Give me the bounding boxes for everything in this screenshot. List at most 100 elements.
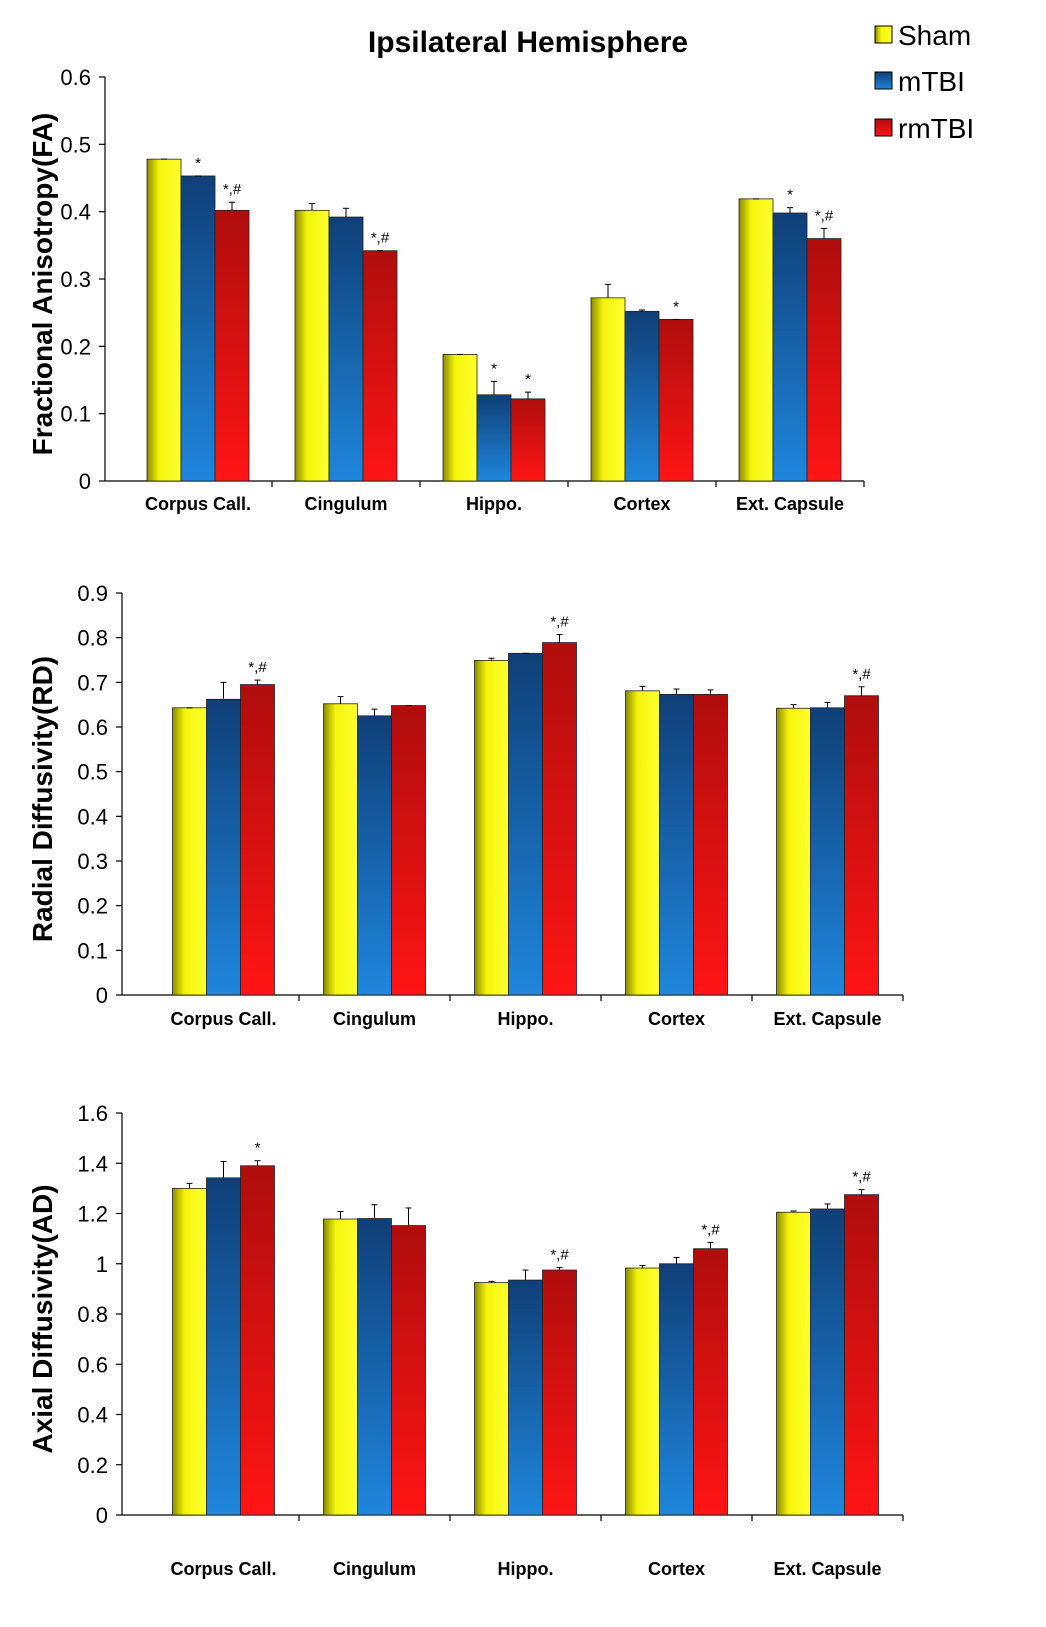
y-tick-label: 0.8 — [77, 1302, 108, 1327]
x-tick-label: Ext. Capsule — [773, 1559, 881, 1579]
significance-label: * — [195, 155, 201, 172]
significance-label: * — [255, 1140, 261, 1157]
y-tick-label: 0.2 — [77, 1453, 108, 1478]
y-tick-label: 1.4 — [77, 1151, 108, 1176]
bar-rmtbi-cingulum — [391, 705, 426, 996]
y-tick-label: 0.1 — [60, 402, 91, 427]
legend: Sham mTBI rmTBI — [874, 20, 974, 144]
y-tick-label: 0.6 — [60, 65, 91, 90]
x-tick-label: Hippo. — [498, 1009, 554, 1029]
bar-mtbi-corpus-call — [206, 1177, 241, 1516]
bar-sham-cortex — [590, 297, 626, 482]
significance-label: *,# — [223, 181, 242, 198]
y-tick-label: 0.6 — [77, 715, 108, 740]
y-tick-label: 0.2 — [77, 894, 108, 919]
bar-mtbi-corpus-call — [180, 175, 216, 482]
legend-swatch-mtbi — [874, 71, 893, 90]
bar-rmtbi-cingulum — [362, 250, 398, 482]
y-tick-label: 1.6 — [77, 1101, 108, 1126]
bar-sham-ext-capsule — [776, 1211, 811, 1516]
bar-rmtbi-ext-capsule — [844, 1194, 879, 1516]
bar-sham-corpus-call — [172, 707, 207, 996]
significance-label: *,# — [815, 208, 834, 225]
x-tick-label: Ext. Capsule — [773, 1009, 881, 1029]
bar-mtbi-cortex — [659, 693, 694, 996]
legend-swatch-sham — [874, 25, 893, 44]
y-tick-label: 0.1 — [77, 938, 108, 963]
bar-sham-ext-capsule — [738, 198, 774, 482]
bar-mtbi-hippo — [508, 652, 543, 996]
bar-sham-cortex — [625, 690, 660, 996]
y-tick-label: 0.4 — [77, 804, 108, 829]
significance-label: *,# — [248, 659, 267, 676]
significance-label: *,# — [550, 614, 569, 631]
significance-label: *,# — [371, 230, 390, 247]
legend-label-mtbi: mTBI — [898, 66, 965, 97]
x-tick-label: Ext. Capsule — [736, 494, 844, 514]
bar-mtbi-cingulum — [357, 1218, 392, 1516]
ad-panel: 0 0.2 0.4 0.6 0.8 1 1.2 1.4 1.6 Axial Diffusivity… — [27, 1101, 904, 1579]
bar-mtbi-corpus-call — [206, 698, 241, 996]
x-tick-label: Hippo. — [466, 494, 522, 514]
y-tick-label: 0 — [96, 983, 108, 1008]
bar-sham-cortex — [625, 1267, 660, 1516]
y-tick-label: 0.9 — [77, 581, 108, 606]
x-tick-label: Hippo. — [498, 1559, 554, 1579]
bar-mtbi-cortex — [624, 310, 660, 482]
rd-panel: 0 0.1 0.2 0.3 0.4 0.5 0.6 0.7 0.8 0.9 Radial Diffu… — [27, 581, 904, 1029]
bar-rmtbi-cortex — [693, 1248, 728, 1516]
y-tick-label: 0.5 — [60, 132, 91, 157]
bar-sham-hippo — [474, 660, 509, 996]
x-tick-label: Cortex — [613, 494, 670, 514]
bar-sham-cingulum — [323, 703, 358, 996]
y-axis-title: Axial Diffusivity(AD) — [27, 1184, 58, 1453]
bar-sham-hippo — [474, 1282, 509, 1516]
bar-rmtbi-hippo — [542, 1269, 577, 1516]
significance-label: *,# — [550, 1247, 569, 1264]
significance-label: *,# — [701, 1221, 720, 1238]
y-tick-label: 0.3 — [77, 849, 108, 874]
y-tick-label: 0.5 — [77, 760, 108, 785]
figure-title: Ipsilateral Hemisphere — [368, 26, 688, 59]
significance-label: *,# — [852, 1169, 871, 1186]
bar-mtbi-ext-capsule — [810, 1208, 845, 1516]
bar-rmtbi-corpus-call — [240, 1165, 275, 1516]
bar-mtbi-cingulum — [328, 216, 364, 482]
legend-label-sham: Sham — [898, 20, 971, 51]
bar-sham-cingulum — [323, 1218, 358, 1516]
y-tick-label: 0.7 — [77, 670, 108, 695]
y-tick-label: 1 — [96, 1252, 108, 1277]
y-tick-label: 0.8 — [77, 626, 108, 651]
bar-mtbi-cortex — [659, 1263, 694, 1516]
bar-rmtbi-hippo — [510, 398, 546, 482]
y-tick-label: 0 — [96, 1503, 108, 1528]
x-tick-label: Cortex — [648, 1559, 705, 1579]
bar-mtbi-cingulum — [357, 715, 392, 996]
bar-sham-ext-capsule — [776, 707, 811, 996]
x-tick-label: Corpus Call. — [145, 494, 251, 514]
bar-mtbi-hippo — [508, 1279, 543, 1516]
bar-mtbi-ext-capsule — [772, 212, 808, 482]
bar-rmtbi-ext-capsule — [806, 238, 842, 482]
x-tick-label: Cingulum — [333, 1009, 416, 1029]
x-tick-label: Corpus Call. — [170, 1009, 276, 1029]
y-tick-label: 0.4 — [77, 1403, 108, 1428]
significance-label: * — [491, 360, 497, 377]
bar-mtbi-ext-capsule — [810, 707, 845, 996]
y-tick-label: 0 — [79, 469, 91, 494]
bar-rmtbi-cortex — [658, 318, 694, 482]
bar-sham-cingulum — [294, 209, 330, 482]
y-tick-label: 0.2 — [60, 334, 91, 359]
x-tick-label: Cingulum — [305, 494, 388, 514]
x-tick-label: Cortex — [648, 1009, 705, 1029]
legend-label-rmtbi: rmTBI — [898, 113, 974, 144]
bar-rmtbi-corpus-call — [214, 209, 250, 482]
significance-label: * — [525, 371, 531, 388]
y-tick-label: 0.4 — [60, 200, 91, 225]
bar-rmtbi-corpus-call — [240, 684, 275, 996]
y-axis-title: Fractional Anisotropy(FA) — [27, 113, 58, 456]
x-tick-label: Corpus Call. — [170, 1559, 276, 1579]
bar-rmtbi-hippo — [542, 642, 577, 996]
